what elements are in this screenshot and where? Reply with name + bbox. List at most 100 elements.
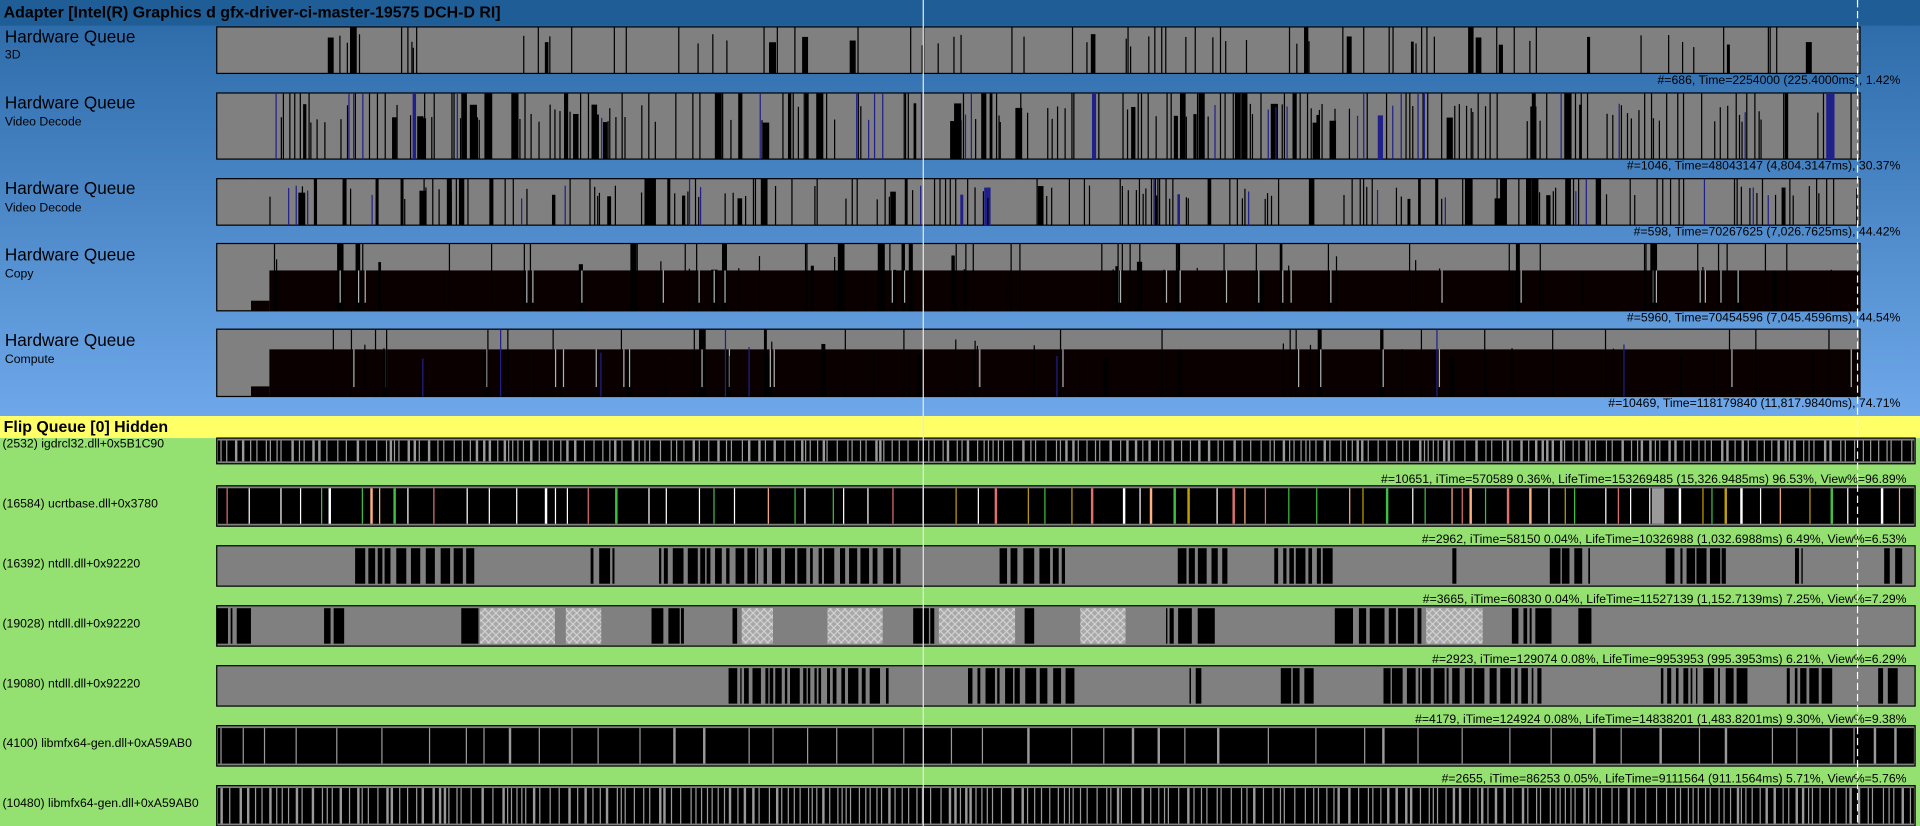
- thread-gap: [1796, 728, 1798, 764]
- thread-block: [860, 548, 870, 584]
- activity-bar: [1606, 113, 1608, 160]
- thread-block: [1166, 608, 1168, 644]
- thread-gap: [1649, 440, 1652, 462]
- thread-gap: [552, 440, 554, 462]
- thread-gap: [1011, 788, 1014, 824]
- thread-gap: [950, 728, 953, 764]
- thread-event: [794, 488, 796, 524]
- activity-bar: [810, 265, 814, 311]
- thread-block: [849, 548, 858, 584]
- activity-bar: [1088, 185, 1091, 226]
- activity-bar: [517, 93, 519, 160]
- thread-gap: [1683, 440, 1685, 462]
- thread-gap: [1747, 440, 1749, 462]
- thread-gap: [1207, 440, 1211, 462]
- thread-block: [1039, 548, 1051, 584]
- gap-bar: [532, 270, 534, 303]
- thread-gap: [794, 440, 796, 462]
- thread-event: [1649, 488, 1651, 524]
- activity-bar: [1286, 106, 1288, 160]
- thread-gap: [639, 728, 641, 764]
- thread-gap: [1741, 440, 1744, 462]
- activity-bar: [1015, 107, 1023, 160]
- thread-gap: [929, 788, 932, 824]
- activity-bar: [684, 243, 686, 311]
- thread-stats: #=2923, iTime=129074 0.08%, LifeTime=995…: [1432, 652, 1907, 666]
- thread-gap: [508, 440, 510, 462]
- thread-gap: [1803, 440, 1805, 462]
- activity-bar: [598, 192, 601, 226]
- activity-bar: [1175, 243, 1178, 311]
- activity-bar: [1726, 243, 1728, 311]
- activity-bar: [422, 358, 424, 397]
- activity-bar: [688, 268, 690, 311]
- thread-hatch: [741, 608, 773, 644]
- thread-block: [832, 668, 837, 704]
- gap-bar: [1737, 270, 1739, 303]
- activity-bar: [816, 93, 824, 160]
- flip-queue-title: Flip Queue [0] Hidden: [4, 419, 168, 436]
- thread-block: [1222, 548, 1228, 584]
- thread-gap: [492, 788, 494, 824]
- thread-gap: [418, 440, 420, 462]
- thread-gap: [1040, 788, 1043, 824]
- activity-bar: [456, 93, 458, 160]
- activity-bar: [324, 122, 326, 160]
- activity-bar: [549, 104, 551, 160]
- thread-block: [1316, 548, 1321, 584]
- gap-bar: [1850, 349, 1852, 388]
- activity-bar: [1185, 197, 1187, 226]
- activity-bar: [1436, 329, 1438, 397]
- activity-bar: [656, 271, 658, 311]
- activity-bar: [1299, 93, 1301, 160]
- activity-bar: [458, 178, 465, 226]
- activity-bar: [377, 178, 379, 226]
- activity-bar: [1618, 103, 1620, 160]
- activity-bar: [1148, 36, 1150, 74]
- thread-block: [840, 548, 846, 584]
- thread-label: (19028) ntdll.dll+0x92220: [2, 616, 140, 630]
- thread-gap: [1551, 440, 1555, 462]
- thread-gap: [1216, 788, 1218, 824]
- activity-bar: [1535, 26, 1537, 74]
- thread-gap: [1034, 788, 1036, 824]
- thread-gap: [1534, 440, 1538, 462]
- activity-bar: [339, 35, 341, 74]
- thread-hatch: [480, 608, 556, 644]
- activity-bar: [667, 178, 671, 226]
- activity-bar: [933, 178, 936, 226]
- activity-bar: [615, 117, 617, 160]
- activity-bar: [1669, 178, 1672, 226]
- activity-bar: [1575, 191, 1577, 226]
- queue-stats: #=1046, Time=48043147 (4,804.3147ms), 30…: [1627, 159, 1901, 173]
- thread-gap: [616, 788, 618, 824]
- activity-bar: [294, 93, 296, 160]
- activity-bar: [890, 191, 896, 226]
- thread-gap: [547, 440, 549, 462]
- thread-block: [1177, 548, 1187, 584]
- thread-gap: [809, 440, 811, 462]
- activity-bar: [1465, 105, 1468, 160]
- activity-bar: [597, 195, 599, 226]
- thread-gap: [903, 728, 905, 764]
- thread-gap: [858, 788, 861, 824]
- thread-gap: [1356, 440, 1359, 462]
- thread-event: [1779, 488, 1781, 524]
- thread-gap: [377, 788, 379, 824]
- activity-bar: [955, 339, 957, 397]
- thread-gap: [1198, 440, 1201, 462]
- thread-gap: [475, 440, 479, 462]
- activity-bar: [1677, 93, 1679, 160]
- thread-event: [393, 488, 396, 524]
- activity-bar: [967, 178, 969, 226]
- thread-gap: [1026, 788, 1029, 824]
- thread-block: [999, 548, 1008, 584]
- thread-gap: [1520, 440, 1523, 462]
- activity-bar: [346, 42, 348, 74]
- thread-event: [407, 488, 409, 524]
- activity-bar: [1422, 93, 1424, 160]
- activity-bar: [554, 109, 556, 160]
- thread-event: [1424, 488, 1426, 524]
- activity-bar: [500, 329, 502, 397]
- activity-bar: [856, 93, 858, 160]
